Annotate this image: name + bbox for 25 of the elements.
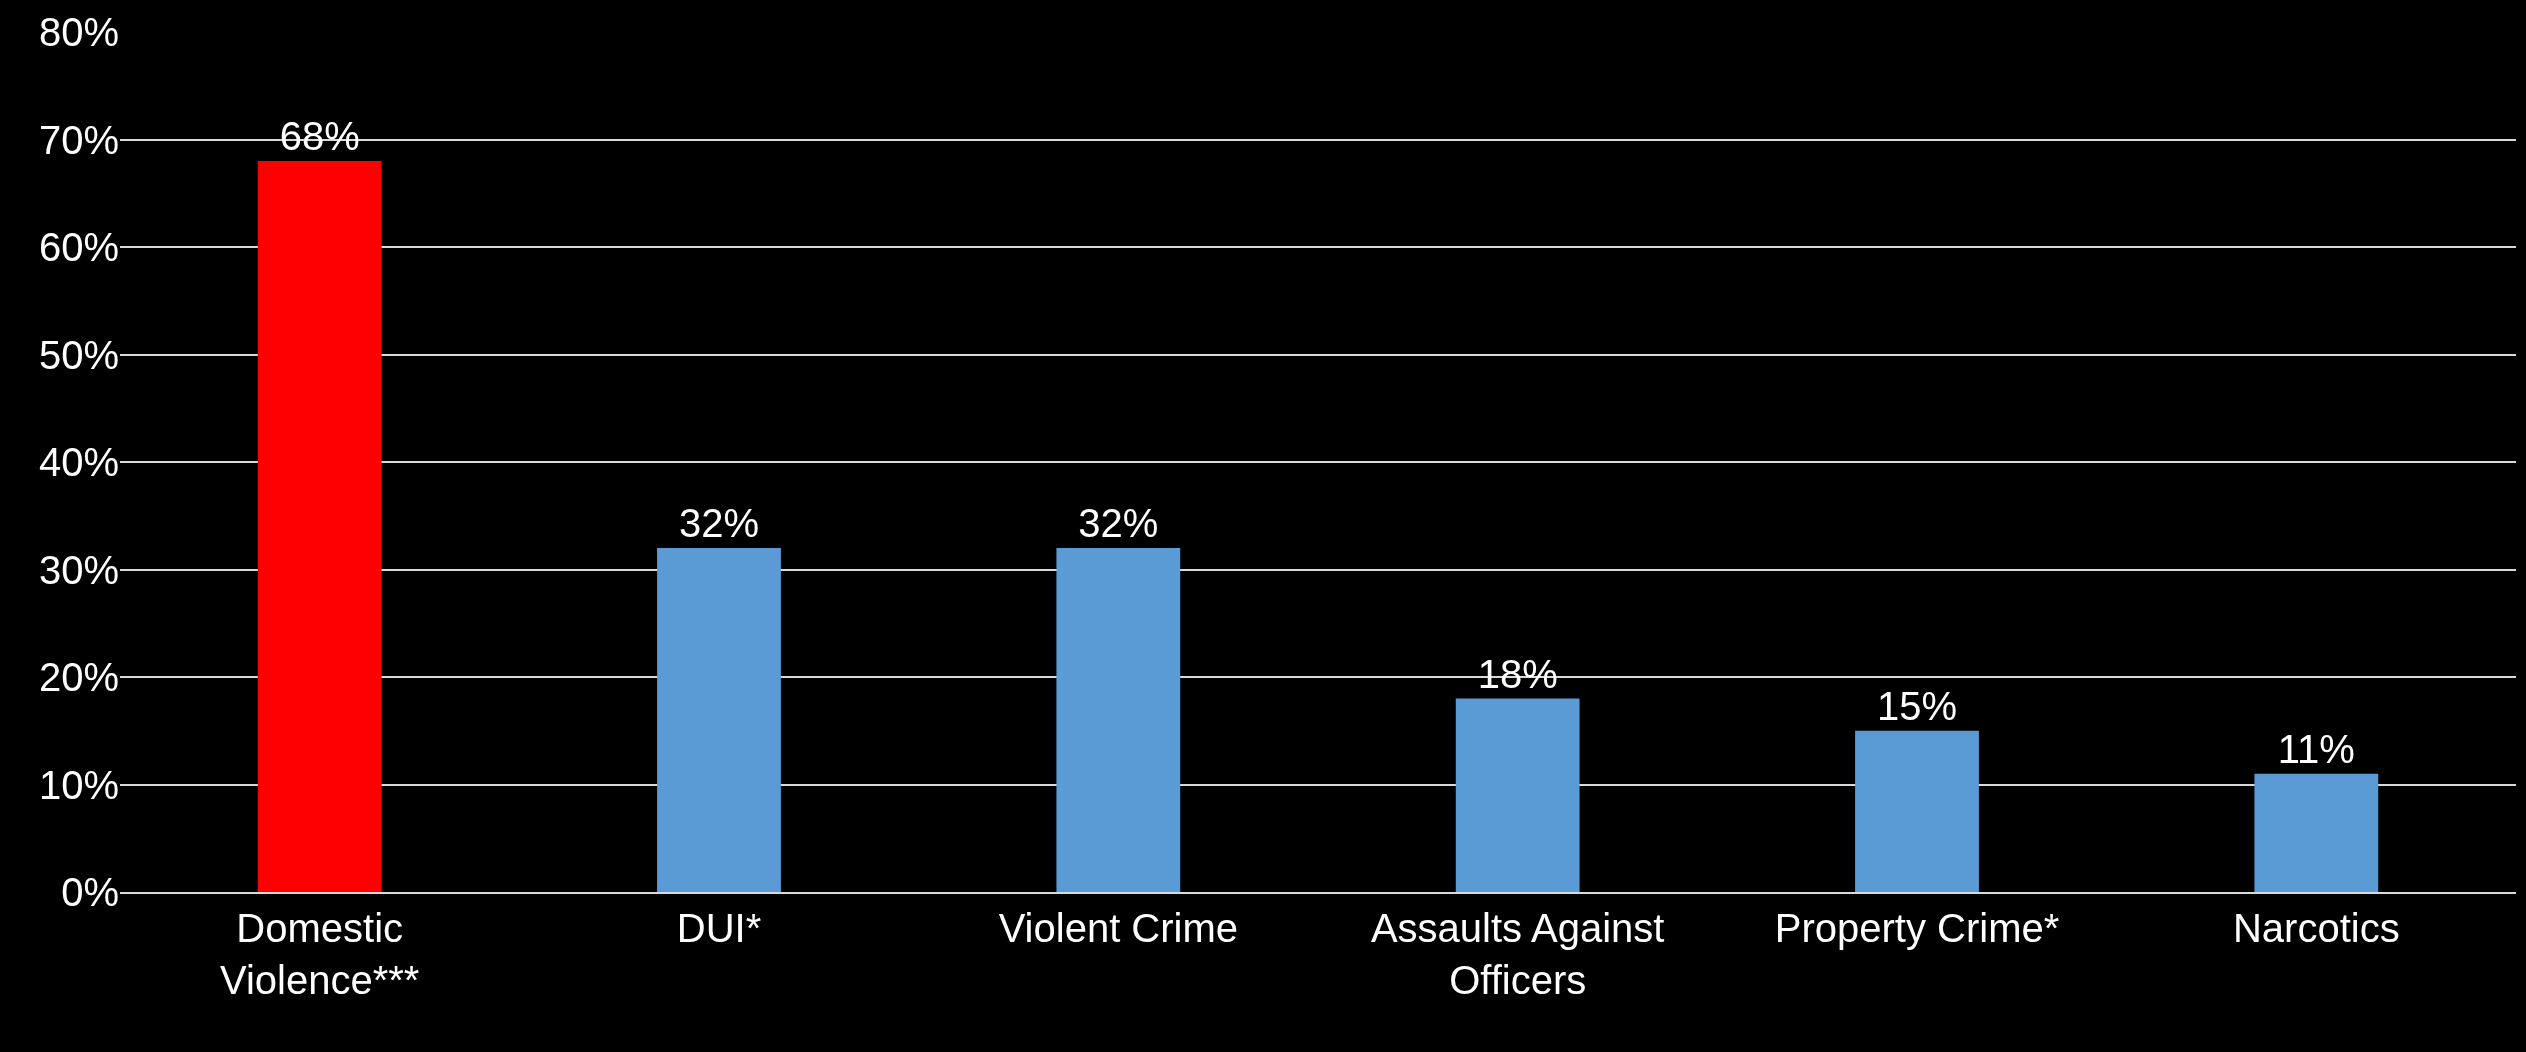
y-tick-label: 0%: [61, 870, 119, 914]
data-label: 32%: [1078, 501, 1159, 545]
bar: [1455, 698, 1580, 892]
bar: [257, 161, 382, 892]
y-tick-label: 70%: [38, 117, 119, 162]
x-tick-label: Domestic Violence***: [219, 906, 420, 1002]
x-tick-label: Assaults Against Officers: [1370, 906, 1665, 1002]
x-tick-label: Violent Crime: [998, 906, 1239, 950]
y-tick-label: 10%: [38, 762, 119, 807]
bar: [2254, 773, 2379, 892]
x-tick-label: Narcotics: [2232, 906, 2400, 950]
y-tick-label: 20%: [38, 655, 119, 699]
bar: [657, 548, 781, 892]
y-tick-label: 50%: [38, 332, 119, 377]
x-tick-label: DUI*: [676, 906, 762, 950]
y-tick-label: 40%: [38, 440, 119, 484]
data-label: 11%: [2277, 726, 2355, 771]
x-tick-label: Property Crime*: [1774, 906, 2060, 950]
bar: [1855, 730, 1979, 892]
data-label: 32%: [678, 501, 760, 545]
y-tick-label: 80%: [38, 10, 119, 54]
y-tick-label: 30%: [38, 547, 119, 592]
y-tick-label: 60%: [38, 225, 119, 269]
data-label: 15%: [1876, 683, 1958, 728]
bar: [1056, 548, 1181, 892]
